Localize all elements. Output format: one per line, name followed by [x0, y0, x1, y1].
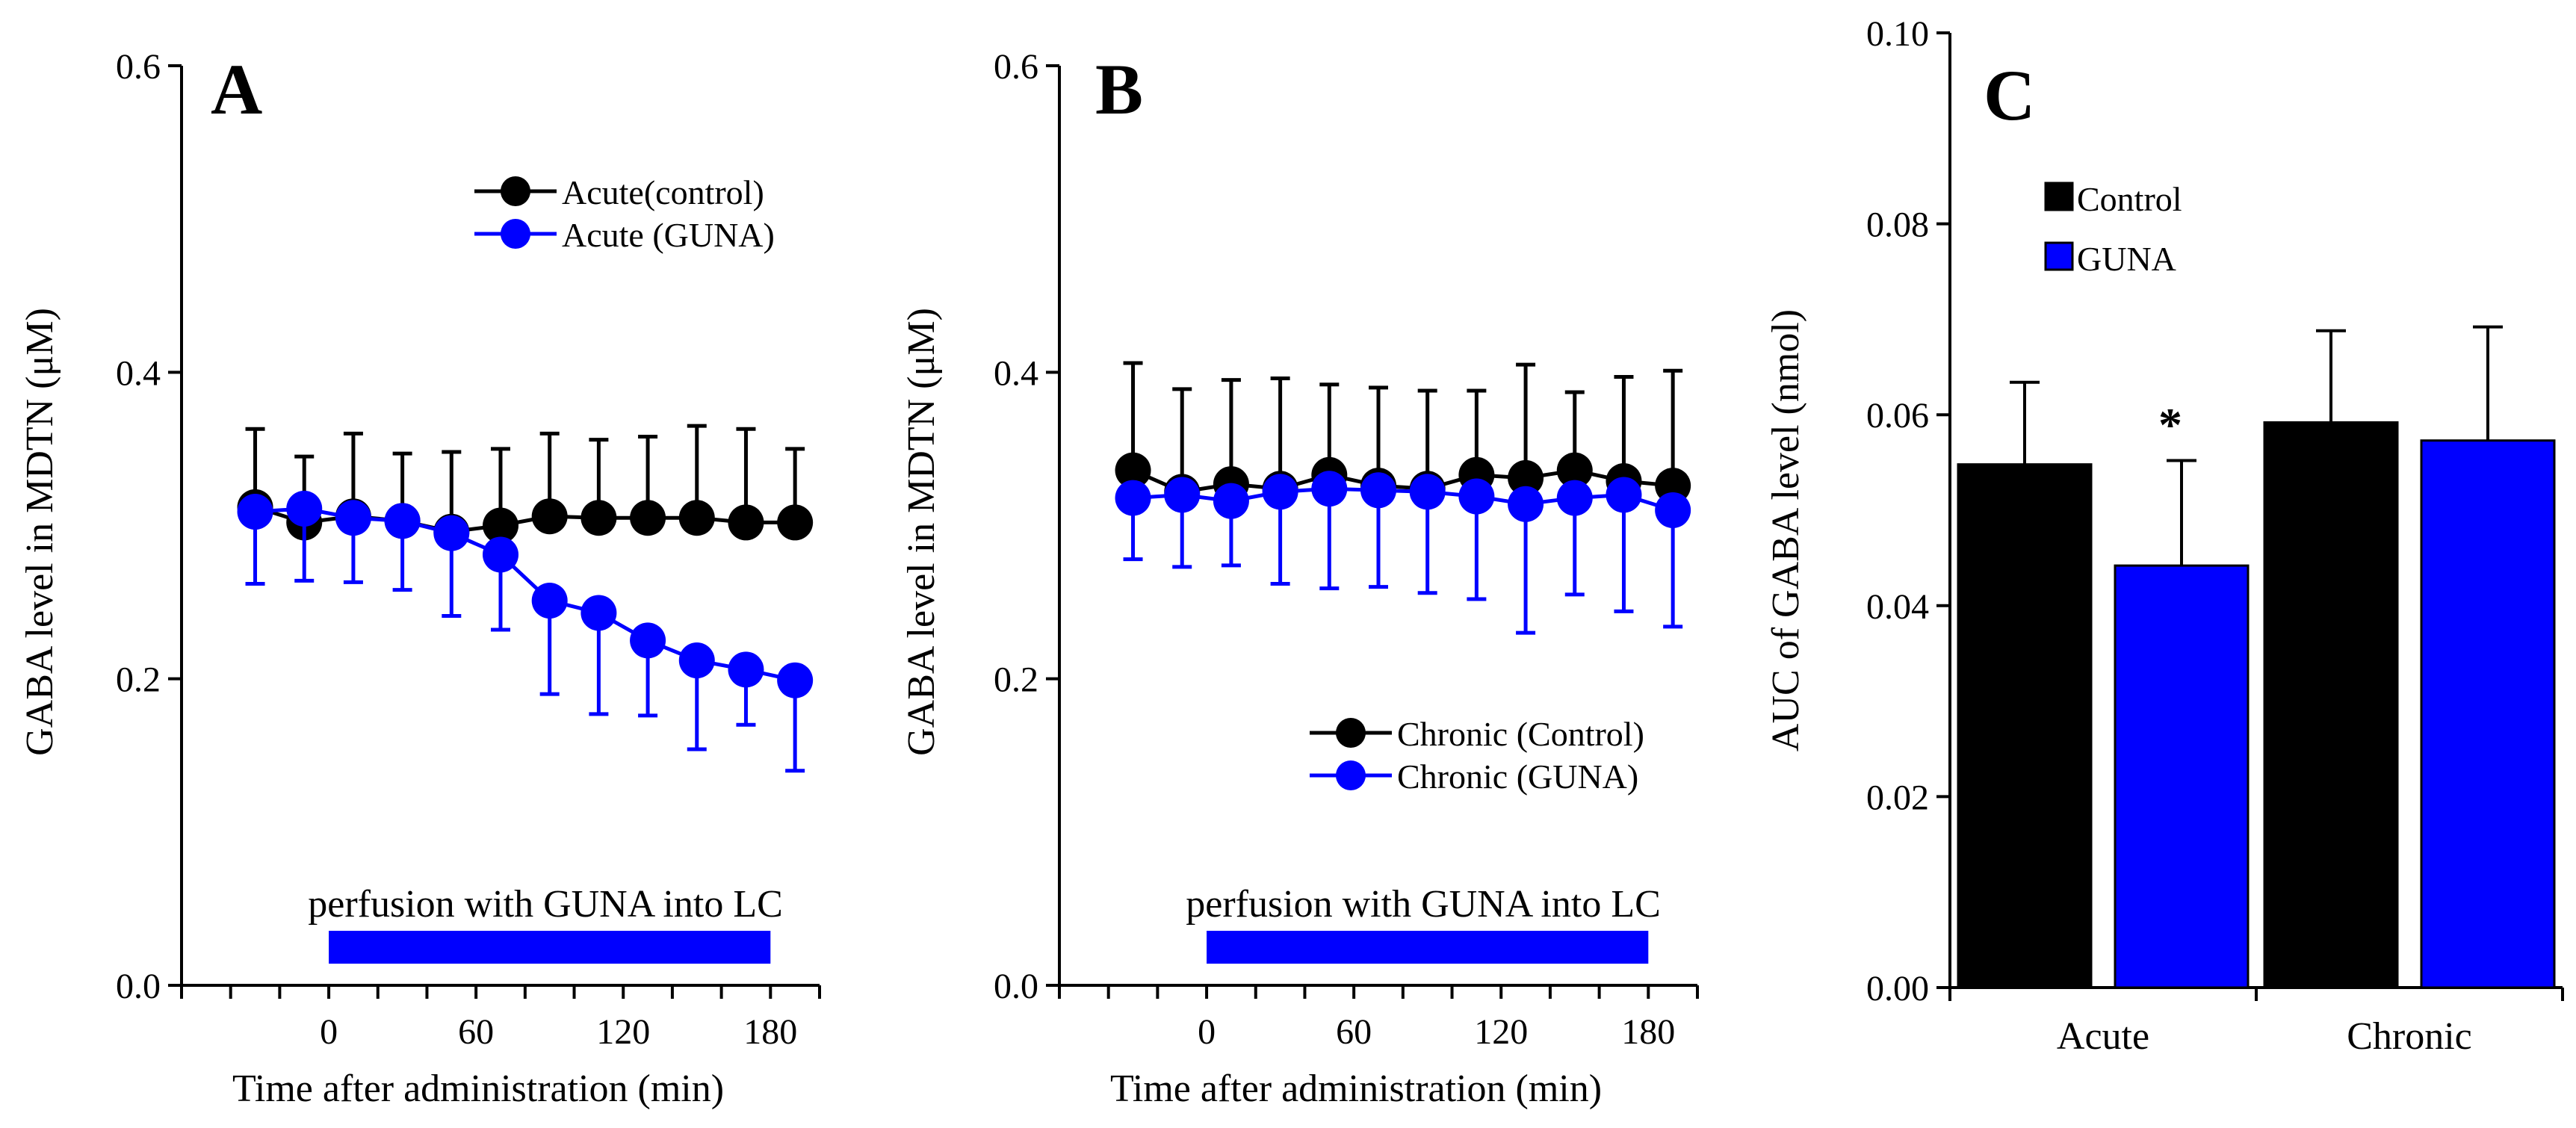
panel-b-series-guna-point — [1655, 492, 1691, 528]
panel-a-series-control-point — [531, 498, 568, 535]
panel-b-line-chart: B GABA level in MDTN (μM) Time after adm… — [900, 47, 1699, 1110]
panel-a-series-guna-point — [630, 622, 666, 659]
panel-c-y-tick-label: 0.08 — [1866, 205, 1929, 245]
panel-c-y-axis-title: AUC of GABA level (nmol) — [1765, 309, 1807, 752]
panel-a-x-tick-label: 180 — [743, 1012, 797, 1052]
panel-b-label: B — [1095, 49, 1143, 129]
panel-c-legend-control-label: Control — [2077, 180, 2182, 218]
panel-a-label: A — [211, 49, 262, 129]
panel-c-y-tick-label: 0.06 — [1866, 396, 1929, 436]
panel-a-series-control-point — [580, 500, 617, 536]
panel-a-series-control-point — [630, 500, 666, 536]
panel-a-legend-control-label: Acute(control) — [562, 173, 764, 211]
panel-b-legend-control-label: Chronic (Control) — [1397, 715, 1644, 753]
panel-b-series-guna-point — [1311, 471, 1348, 507]
panel-a-series-guna-point — [335, 500, 371, 536]
significance-marker: * — [2158, 398, 2182, 451]
panel-c-label: C — [1984, 55, 2035, 135]
bar-chronic-control — [2263, 421, 2399, 989]
panel-b-y-tick-label: 0.2 — [994, 660, 1038, 700]
panel-a-series-guna-point — [384, 503, 421, 539]
panel-b-series-guna-point — [1556, 480, 1593, 516]
panel-a-series-control-point — [483, 507, 518, 544]
panel-b-y-axis-title: GABA level in MDTN (μM) — [900, 308, 943, 756]
panel-a-x-tick-label: 120 — [596, 1012, 650, 1052]
panel-b-x-tick-label: 0 — [1198, 1012, 1216, 1052]
panel-a-series-guna-point — [728, 651, 764, 688]
panel-a-series-control-point — [728, 504, 764, 541]
panel-c-legend-control-swatch — [2044, 182, 2074, 211]
panel-c-y-tick-label: 0.04 — [1866, 587, 1929, 627]
panel-c-y-tick-label: 0.00 — [1866, 969, 1929, 1008]
panel-a-y-tick-label: 0.2 — [116, 660, 161, 700]
panel-a-series-guna-legend-marker — [501, 219, 530, 249]
panel-c-category-label: Acute — [2057, 1015, 2149, 1058]
panel-b-series-guna-point — [1164, 477, 1201, 513]
panel-a-x-tick-label: 60 — [458, 1012, 494, 1052]
panel-b-perfusion-bar — [1207, 931, 1649, 964]
panel-b-x-tick-label: 120 — [1474, 1012, 1528, 1052]
panel-c-y-tick-label: 0.02 — [1866, 778, 1929, 817]
panel-a-series-control-point — [777, 504, 814, 541]
panel-b-legend-guna-label: Chronic (GUNA) — [1397, 757, 1638, 796]
panel-a-series-control-legend-marker — [501, 176, 530, 206]
panel-a-y-axis-title: GABA level in MDTN (μM) — [19, 308, 61, 756]
panel-b-series-guna-point — [1458, 478, 1495, 515]
panel-b-series-guna-point — [1262, 474, 1298, 510]
panel-c-bar-chart: C AUC of GABA level (nmol) Control GUNA … — [1765, 14, 2564, 1058]
panel-a-series-guna-point — [531, 583, 568, 619]
bar-chronic-guna — [2420, 439, 2556, 989]
panel-b-series-control-point — [1655, 468, 1691, 504]
panel-b-x-tick-label: 180 — [1621, 1012, 1675, 1052]
bar-acute-control — [1957, 463, 2093, 989]
panel-b-perfusion-label: perfusion with GUNA into LC — [1186, 883, 1661, 926]
panel-a-series-guna-point — [483, 536, 518, 573]
panel-a-series-guna-point — [777, 662, 814, 698]
panel-a-line-chart: A GABA level in MDTN (μM) Time after adm… — [19, 47, 821, 1110]
panel-a-series-guna-line — [255, 506, 796, 683]
panel-b-series-control-point — [1508, 459, 1544, 496]
panel-b-y-tick-label: 0.6 — [994, 47, 1038, 87]
panel-c-y-tick-label: 0.10 — [1866, 14, 1929, 54]
panel-b-x-axis-title: Time after administration (min) — [1110, 1067, 1602, 1110]
panel-b-series-control-point — [1115, 452, 1151, 489]
bar-acute-guna — [2114, 564, 2250, 989]
panel-a-series-guna-point — [433, 515, 470, 551]
panel-b-series-guna-point — [1360, 472, 1396, 509]
panel-b-x-tick-label: 60 — [1336, 1012, 1372, 1052]
panel-c-legend-guna-label: GUNA — [2077, 240, 2176, 278]
panel-c-legend-guna-swatch — [2044, 241, 2074, 271]
panel-a-series-guna-point — [237, 494, 273, 530]
panel-a-series-guna-point — [580, 595, 617, 631]
panel-a-perfusion-label: perfusion with GUNA into LC — [308, 883, 783, 926]
panel-a-legend-guna-label: Acute (GUNA) — [562, 216, 775, 254]
panel-b-series-guna-point — [1115, 480, 1151, 516]
panel-b-y-tick-label: 0.4 — [994, 353, 1038, 393]
panel-b-series-guna-legend-marker — [1336, 760, 1366, 790]
panel-a-y-tick-label: 0.4 — [116, 353, 161, 393]
panel-b-y-tick-label: 0.0 — [994, 967, 1038, 1006]
panel-a-perfusion-bar — [329, 931, 771, 964]
panel-c-category-label: Chronic — [2347, 1015, 2472, 1058]
panel-b-series-guna-point — [1606, 477, 1642, 513]
panel-b-series-guna-point — [1213, 483, 1249, 519]
panel-b-series-control-point — [1556, 452, 1593, 489]
panel-b-series-guna-point — [1508, 486, 1544, 522]
panel-a-series-control-point — [678, 500, 715, 536]
panel-a-y-tick-label: 0.6 — [116, 47, 161, 87]
panel-a-x-tick-label: 0 — [320, 1012, 338, 1052]
panel-a-y-tick-label: 0.0 — [116, 967, 161, 1006]
panel-b-series-guna-point — [1409, 474, 1446, 510]
panel-a-series-guna-point — [678, 642, 715, 679]
panel-b-series-control-legend-marker — [1336, 718, 1366, 748]
panel-a-series-guna-point — [286, 490, 323, 527]
panel-a-x-axis-title: Time after administration (min) — [232, 1067, 724, 1110]
